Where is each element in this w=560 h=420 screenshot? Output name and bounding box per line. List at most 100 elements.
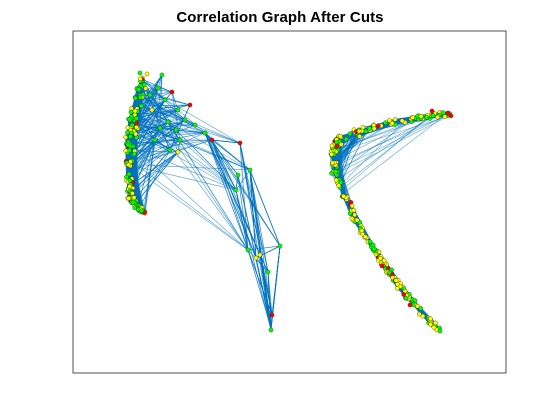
graph-edge (130, 127, 161, 181)
graph-edge (141, 105, 251, 171)
graph-node (329, 151, 334, 157)
graph-node (330, 160, 335, 166)
graph-edge (211, 139, 257, 259)
graph-node (418, 306, 424, 311)
graph-node (417, 311, 422, 317)
graph-edge (342, 133, 352, 187)
graph-node (130, 191, 135, 196)
graph-edge (332, 121, 411, 163)
graph-edge (332, 115, 449, 177)
graph-edge (135, 151, 179, 203)
graph-edge (145, 87, 173, 93)
figure-title: Correlation Graph After Cuts (176, 9, 384, 26)
graph-edge (255, 257, 272, 329)
graph-node (131, 195, 137, 200)
graph-node (139, 208, 145, 213)
graph-edge (126, 164, 251, 171)
graph-node (133, 131, 138, 137)
graph-edge (130, 139, 181, 163)
graph-node (131, 151, 137, 157)
graph-node (192, 122, 198, 128)
graph-edge (337, 150, 345, 197)
graph-node (155, 85, 161, 91)
graph-node (387, 118, 392, 123)
graph-node (371, 126, 377, 131)
graph-node (428, 322, 433, 327)
graph-node (126, 162, 131, 168)
graph-node (395, 286, 400, 291)
graph-node (343, 136, 349, 142)
graph-edge (134, 139, 213, 152)
graph-node (448, 113, 454, 119)
graph-edge (237, 174, 257, 259)
graph-edge (128, 164, 237, 191)
graph-node (202, 130, 208, 136)
graph-node (393, 278, 399, 283)
graph-node (130, 122, 135, 128)
graph-edge (129, 127, 161, 165)
graph-edge (130, 151, 179, 192)
graph-edge (129, 132, 206, 165)
graph-edge (131, 116, 251, 171)
graph-node (269, 312, 275, 318)
graph-node (137, 95, 143, 100)
graph-edge (131, 126, 206, 134)
graph-node (132, 108, 138, 114)
graph-node (442, 114, 448, 119)
graph-edge (204, 132, 237, 191)
graph-edge (138, 88, 249, 251)
graph-node (165, 119, 171, 125)
graph-edge (131, 149, 171, 194)
graph-edge (135, 97, 237, 191)
graph-node (407, 302, 413, 308)
graph-edge (133, 131, 237, 191)
graph-node (235, 172, 241, 178)
graph-node (187, 102, 193, 108)
graph-node (433, 320, 438, 326)
graph-node (329, 143, 335, 149)
graph-node (354, 217, 360, 223)
graph-edge (136, 132, 206, 138)
graph-node (410, 115, 416, 120)
graph-node (233, 187, 239, 193)
graph-node (123, 135, 128, 140)
graph-edge (342, 114, 431, 190)
graph-node (157, 125, 163, 131)
graph-edge (239, 142, 273, 316)
graph-node (147, 92, 153, 98)
graph-node (428, 316, 433, 321)
graph-node (123, 148, 129, 153)
graph-node (415, 303, 420, 309)
graph-node (376, 123, 381, 128)
graph-edge (239, 142, 272, 331)
graph-node (370, 242, 376, 248)
graph-node (445, 110, 451, 116)
graph-node (338, 133, 343, 139)
graph-edge (132, 119, 186, 147)
graph-edge (167, 121, 179, 153)
graph-edge (136, 137, 171, 151)
graph-edge (167, 121, 249, 251)
graph-node (209, 137, 215, 143)
graph-node (137, 70, 143, 76)
graph-node (333, 169, 339, 174)
graph-edge (130, 165, 249, 251)
graph-node (133, 95, 138, 101)
graph-node (336, 183, 341, 188)
graph-node (138, 76, 143, 82)
graph-node (429, 108, 435, 114)
graph-node (356, 128, 362, 134)
graph-edge (247, 249, 269, 273)
graph-edge (204, 132, 281, 247)
graph-edge (267, 271, 272, 329)
graph-node (329, 171, 334, 176)
graph-node (268, 327, 274, 333)
graph-node (351, 208, 357, 213)
graph-edge (333, 117, 443, 165)
graph-edge (329, 115, 450, 155)
graph-node (387, 270, 392, 275)
graph-node (334, 143, 340, 149)
graph-node (381, 258, 387, 263)
graph-node (265, 269, 271, 275)
graph-node (177, 137, 183, 143)
